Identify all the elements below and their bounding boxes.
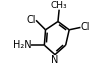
Text: Cl: Cl (27, 15, 36, 25)
Text: Cl: Cl (80, 22, 90, 32)
Text: H₂N: H₂N (13, 40, 31, 50)
Text: N: N (51, 55, 59, 65)
Text: CH₃: CH₃ (51, 1, 67, 10)
